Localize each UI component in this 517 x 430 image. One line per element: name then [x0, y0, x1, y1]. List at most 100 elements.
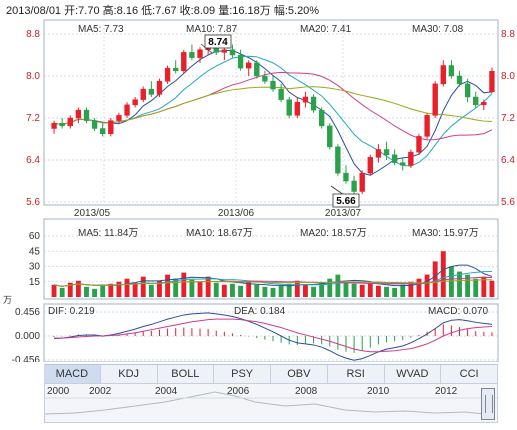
volume-bar — [238, 285, 243, 297]
candle-body — [351, 180, 357, 192]
tab-psy[interactable]: PSY — [214, 365, 271, 383]
candle-body — [318, 109, 325, 127]
candle-body — [464, 83, 471, 98]
indicator-tabs: MACD KDJ BOLL PSY OBV RSI WVAD CCI — [44, 364, 498, 384]
volume-bar — [286, 283, 292, 297]
volume-ma30-line — [53, 279, 492, 287]
volume-bar — [400, 284, 406, 297]
volume-bar — [343, 281, 349, 297]
candle-body — [189, 52, 195, 58]
date-label-may: 2013/05 — [74, 208, 111, 219]
tab-kdj[interactable]: KDJ — [101, 365, 158, 383]
candle-body — [108, 120, 114, 134]
ma30-label: MA30: 7.08 — [412, 24, 464, 35]
year-2000: 2000 — [47, 386, 70, 397]
year-2004: 2004 — [155, 386, 178, 397]
volume-bar — [100, 285, 106, 297]
tab-macd[interactable]: MACD — [44, 365, 101, 383]
tab-boll[interactable]: BOLL — [158, 365, 215, 383]
candle-body — [294, 102, 301, 116]
volume-axis: 60 45 30 15 — [29, 231, 41, 288]
volume-bar — [294, 280, 300, 297]
volume-bar — [432, 261, 438, 297]
price-grid — [44, 20, 498, 205]
volume-bar — [92, 288, 98, 297]
ma10-label: MA10: 7.87 — [186, 24, 238, 35]
date-label-jun: 2013/06 — [218, 208, 255, 219]
volume-bar — [457, 271, 462, 297]
candle-body — [327, 125, 333, 148]
vol-ma5-label: MA5: 11.84万 — [78, 228, 139, 239]
macd-lines — [54, 312, 493, 361]
tab-obv[interactable]: OBV — [271, 365, 328, 383]
volume-bar — [351, 283, 357, 297]
macd-tick: -0.456 — [12, 355, 41, 362]
candle-body — [100, 128, 106, 134]
date-label-jul: 2013/07 — [325, 208, 362, 219]
volume-ma-lines — [53, 264, 493, 287]
volume-bar — [270, 287, 276, 297]
volume-bar — [392, 287, 398, 297]
timeline-drag-handle[interactable] — [481, 388, 495, 420]
volume-bar — [108, 283, 114, 297]
dea-label: DEA: 0.184 — [234, 306, 286, 317]
macd-tick: 0.000 — [15, 331, 40, 342]
candle-body — [456, 75, 463, 85]
candle-body — [302, 96, 309, 103]
price-tick-right: 8.8 — [501, 29, 515, 40]
candle-body — [448, 65, 455, 77]
candle-body — [59, 123, 65, 127]
volume-tick: 60 — [29, 231, 41, 242]
volume-bar — [157, 280, 162, 297]
vol-ma20-label: MA20: 18.57万 — [300, 228, 367, 239]
dif-line — [54, 312, 493, 361]
candle-body — [473, 96, 479, 106]
tab-wvad[interactable]: WVAD — [385, 365, 442, 383]
vol-ma10-label: MA10: 18.67万 — [186, 228, 253, 239]
candle-body — [164, 67, 171, 82]
timeline-graph — [45, 391, 499, 415]
history-timeline[interactable]: 2000 2002 2004 2006 2008 2010 2012 — [44, 383, 499, 423]
volume-bar — [51, 284, 57, 297]
volume-bar — [416, 278, 422, 297]
volume-bar — [67, 282, 73, 297]
dif-label: DIF: 0.219 — [48, 306, 95, 317]
price-tick-right: 6.4 — [501, 155, 515, 166]
price-panel — [43, 19, 499, 206]
volume-bar — [303, 284, 308, 297]
high-value: 8.74 — [208, 37, 228, 48]
candle-body — [91, 120, 98, 129]
volume-bar — [254, 284, 260, 297]
candle-body — [262, 75, 268, 82]
candle-body — [156, 81, 163, 95]
stock-chart[interactable]: 8.8 8.0 7.2 6.4 5.6 8.8 8.0 7.2 6.4 5.6 8.74 5.6… — [0, 0, 517, 362]
tab-rsi[interactable]: RSI — [328, 365, 385, 383]
candle-body — [67, 117, 73, 127]
vol-ma30-label: MA30: 15.97万 — [412, 228, 479, 239]
low-annotation: 5.66 — [330, 185, 360, 208]
dea-line — [54, 318, 492, 353]
volume-bar — [384, 286, 389, 297]
volume-bar — [189, 279, 195, 297]
tab-cci[interactable]: CCI — [441, 365, 498, 383]
price-tick-right: 8.0 — [501, 71, 515, 82]
candle-body — [229, 49, 236, 56]
macd-histogram — [53, 324, 493, 353]
volume-bar — [335, 274, 341, 297]
volume-bar — [165, 274, 171, 297]
volume-tick: 30 — [29, 262, 41, 273]
candlesticks — [51, 37, 495, 199]
candle-body — [432, 83, 438, 116]
candle-body — [197, 49, 203, 58]
volume-bar — [116, 281, 122, 297]
volume-bar — [124, 278, 130, 297]
macd-axis: 0.456 0.000 -0.456 — [12, 307, 41, 362]
volume-bar — [75, 280, 81, 297]
year-2002: 2002 — [89, 386, 112, 397]
volume-bar — [148, 284, 154, 297]
candle-body — [237, 54, 244, 69]
candle-body — [51, 123, 57, 129]
price-tick-left: 6.4 — [26, 155, 40, 166]
volume-bar — [278, 285, 284, 297]
